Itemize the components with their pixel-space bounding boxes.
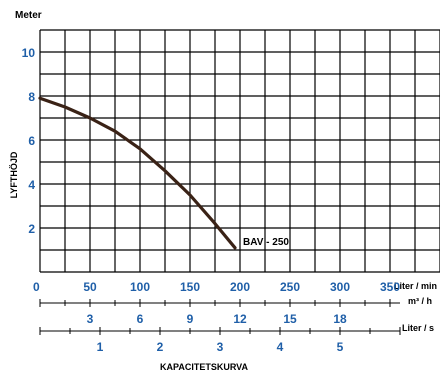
m3h-tick-label: 3 <box>87 312 94 326</box>
x-tick-label: 100 <box>130 280 150 294</box>
x-tick-label: 200 <box>230 280 250 294</box>
series-label: BAV - 250 <box>243 237 289 248</box>
x-unit-m3h: m³ / h <box>408 296 432 306</box>
m3h-tick-label: 15 <box>283 312 297 326</box>
y-axis-label: LYFTHÖJD <box>9 151 19 198</box>
grid <box>39 29 440 273</box>
x-unit-ls: Liter / s <box>402 323 434 333</box>
x-tick-label: 150 <box>180 280 200 294</box>
y-tick-label: 4 <box>28 178 35 192</box>
m3h-tick-label: 6 <box>137 312 144 326</box>
ls-tick-label: 4 <box>277 340 284 354</box>
y-tick-label: 6 <box>28 134 35 148</box>
x-unit-lmin: Liter / min <box>394 281 437 291</box>
x-axis-label: KAPACITETSKURVA <box>160 362 249 372</box>
x-tick-label: 300 <box>330 280 350 294</box>
series-line-curve <box>38 96 237 250</box>
m3h-tick-label: 12 <box>233 312 247 326</box>
x-tick-label: 350 <box>380 280 400 294</box>
x-tick-label: 0 <box>33 280 40 294</box>
y-unit-label: Meter <box>15 10 42 21</box>
ls-tick-label: 3 <box>217 340 224 354</box>
ls-tick-label: 1 <box>97 340 104 354</box>
ls-tick-label: 5 <box>337 340 344 354</box>
m3h-tick-label: 9 <box>187 312 194 326</box>
ls-tick-label: 2 <box>157 340 164 354</box>
x-tick-label: 250 <box>280 280 300 294</box>
y-tick-label: 8 <box>28 90 35 104</box>
secondary-scales: 3 6 9 12 15 181 2 3 4 5 <box>39 299 401 354</box>
y-tick-label: 2 <box>28 222 35 236</box>
x-tick-label: 50 <box>83 280 97 294</box>
series-layer: BAV - 250 <box>38 96 289 250</box>
y-tick-label: 10 <box>22 46 36 60</box>
m3h-tick-label: 18 <box>333 312 347 326</box>
